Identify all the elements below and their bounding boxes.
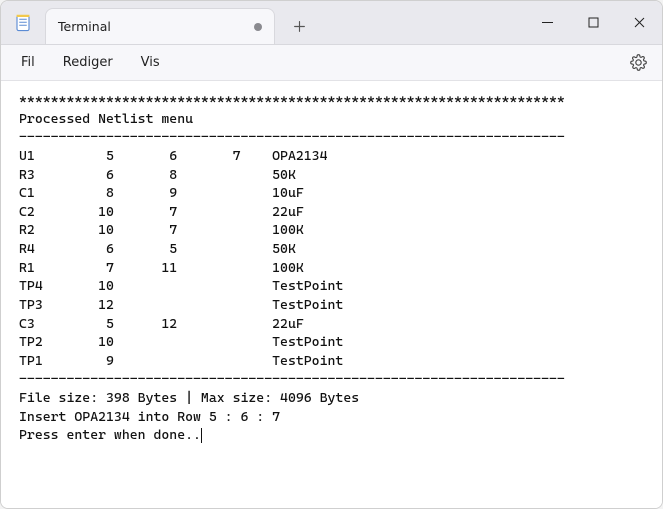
window-controls	[524, 1, 662, 44]
terminal-line: R2 10 7 100K	[19, 221, 648, 240]
text-cursor	[201, 428, 202, 443]
tab-title: Terminal	[58, 19, 246, 34]
terminal-line: R1 7 11 100K	[19, 259, 648, 278]
terminal-line: TP2 10 TestPoint	[19, 333, 648, 352]
notepad-icon	[14, 14, 32, 32]
menu-edit[interactable]: Rediger	[51, 51, 125, 74]
terminal-line: Insert OPA2134 into Row 5 : 6 : 7	[19, 408, 648, 427]
new-tab-button[interactable]	[281, 8, 317, 44]
close-icon	[634, 17, 645, 28]
menubar: Fil Rediger Vis	[1, 45, 662, 81]
terminal-line: TP1 9 TestPoint	[19, 352, 648, 371]
terminal-line: C3 5 12 22uF	[19, 315, 648, 334]
terminal-line: TP4 10 TestPoint	[19, 277, 648, 296]
settings-button[interactable]	[622, 47, 654, 79]
terminal-line: Processed Netlist menu	[19, 110, 648, 129]
terminal-line: U1 5 6 7 OPA2134	[19, 147, 648, 166]
app-icon	[1, 1, 45, 44]
gear-icon	[630, 54, 647, 71]
minimize-icon	[542, 17, 553, 28]
terminal-output[interactable]: ****************************************…	[1, 81, 662, 508]
terminal-line: ----------------------------------------…	[19, 370, 648, 389]
tabstrip: Terminal	[45, 1, 524, 44]
menu-view[interactable]: Vis	[129, 51, 172, 74]
plus-icon	[293, 20, 306, 33]
titlebar: Terminal	[1, 1, 662, 45]
terminal-line: C2 10 7 22uF	[19, 203, 648, 222]
terminal-line: ****************************************…	[19, 91, 648, 110]
terminal-line: TP3 12 TestPoint	[19, 296, 648, 315]
maximize-icon	[588, 17, 599, 28]
window-root: Terminal Fil Rediger Vis	[0, 0, 663, 509]
terminal-line: File size: 398 Bytes | Max size: 4096 By…	[19, 389, 648, 408]
tab-dirty-indicator	[254, 23, 262, 31]
tab-terminal[interactable]: Terminal	[45, 8, 275, 44]
close-button[interactable]	[616, 1, 662, 45]
terminal-line: C1 8 9 10uF	[19, 184, 648, 203]
menu-file[interactable]: Fil	[9, 51, 47, 74]
maximize-button[interactable]	[570, 1, 616, 45]
terminal-line: R4 6 5 50K	[19, 240, 648, 259]
terminal-line: ----------------------------------------…	[19, 128, 648, 147]
minimize-button[interactable]	[524, 1, 570, 45]
terminal-line: R3 6 8 50K	[19, 166, 648, 185]
terminal-prompt-line: Press enter when done..	[19, 426, 648, 445]
